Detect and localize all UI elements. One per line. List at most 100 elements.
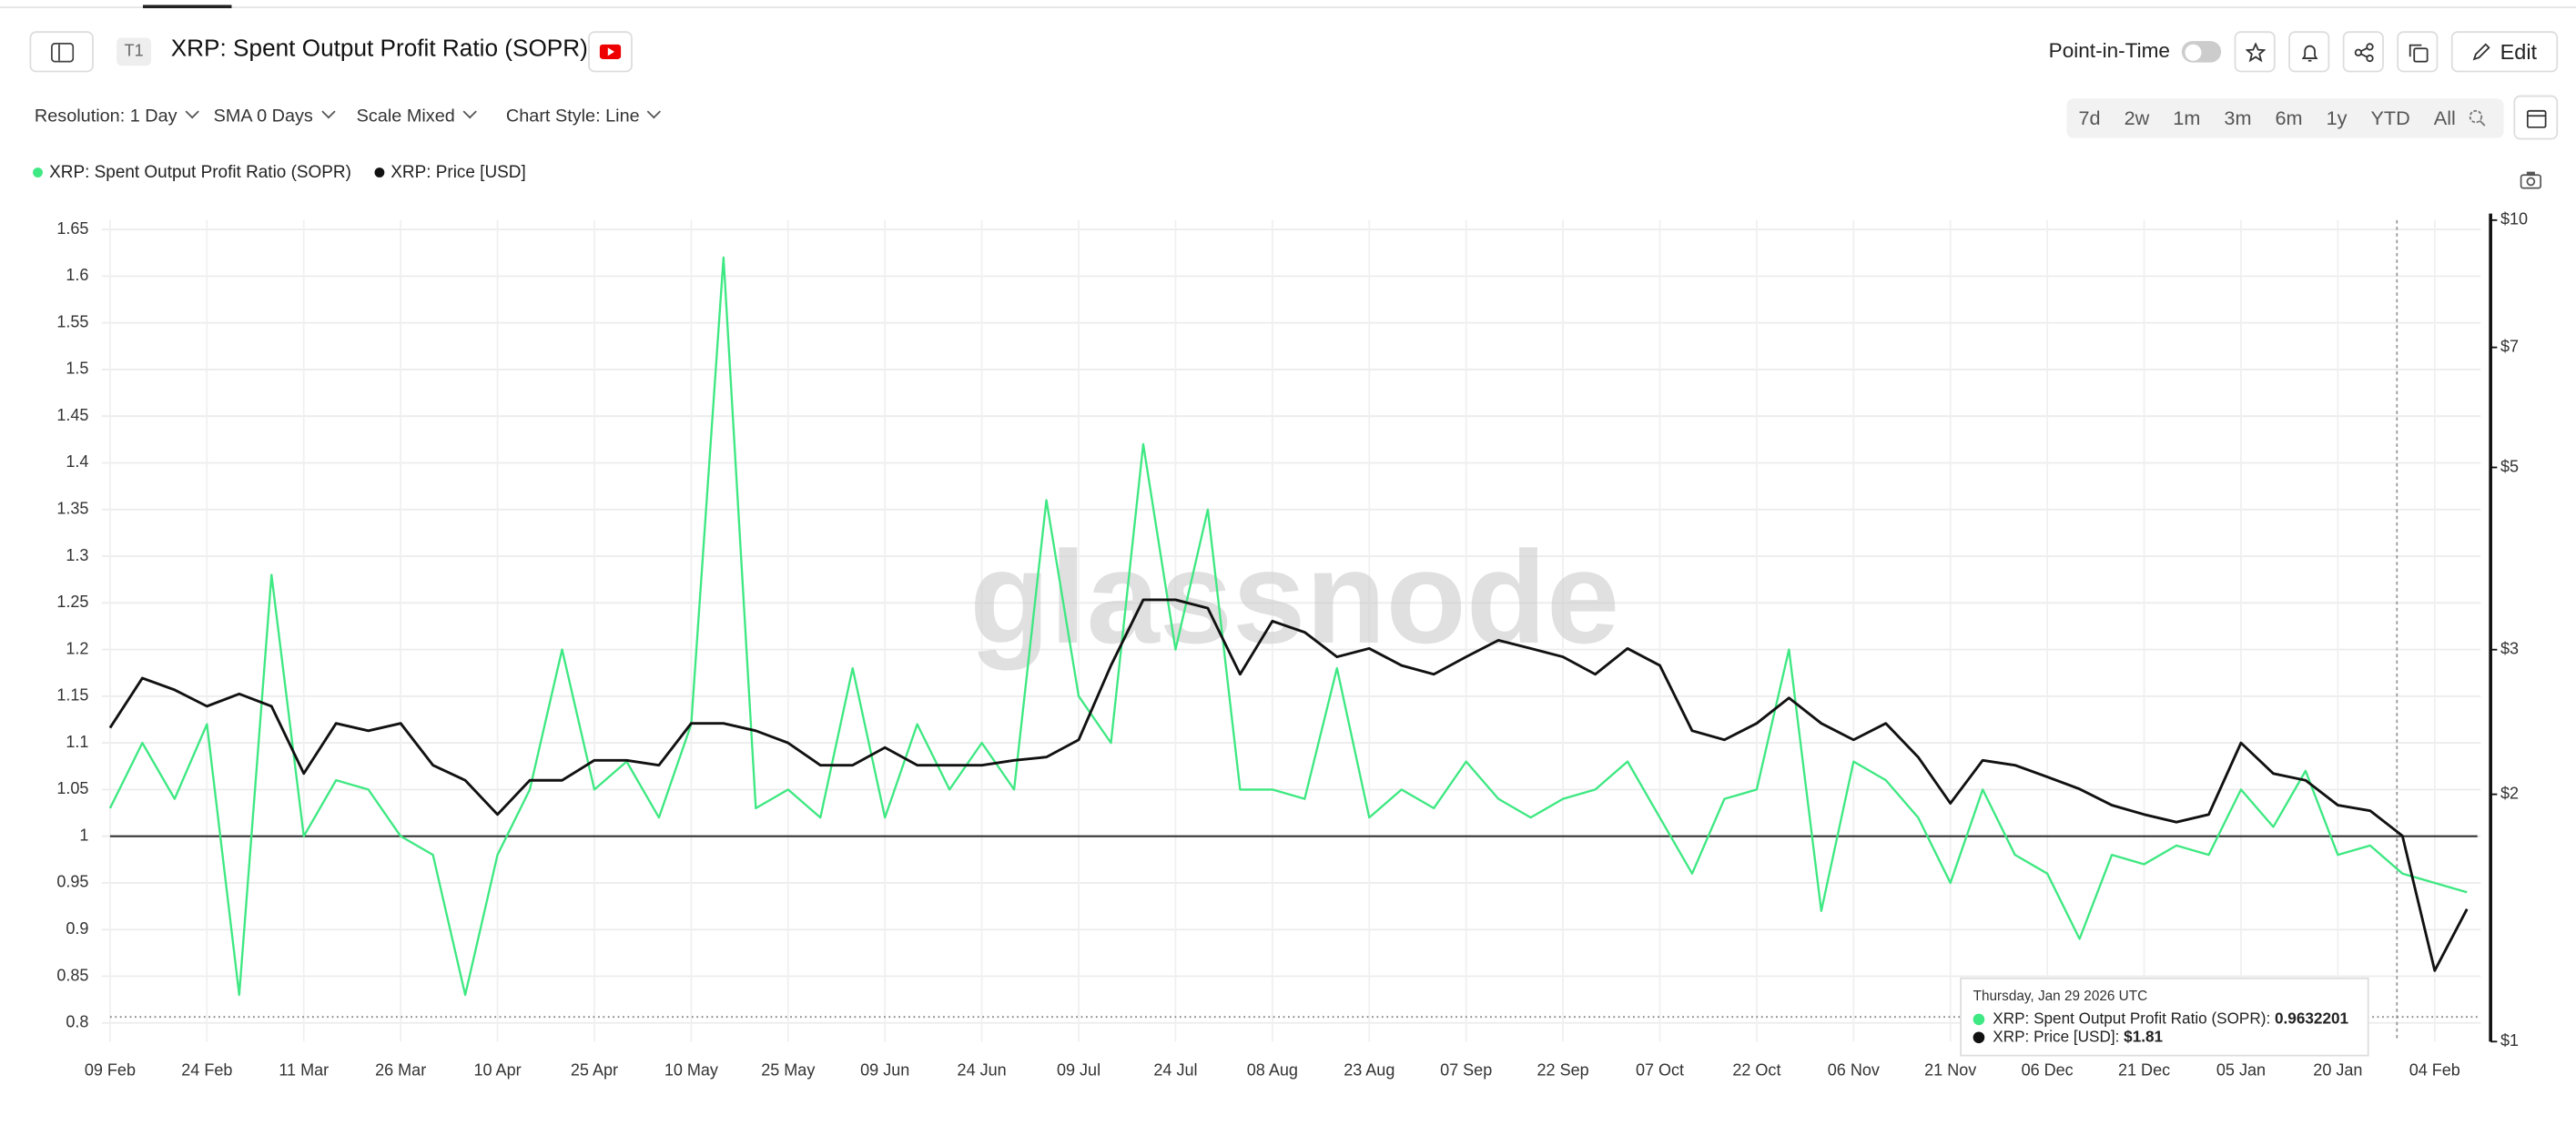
tooltip-date: Thursday, Jan 29 2026 UTC (1973, 987, 2148, 1004)
legend: XRP: Spent Output Profit Ratio (SOPR) XRP… (33, 162, 526, 183)
range-button[interactable]: 7d (2078, 106, 2101, 130)
calendar-icon (2525, 109, 2546, 127)
tooltip-value: 0.9632201 (2275, 1009, 2349, 1029)
y-tick-label: 1.2 (66, 639, 88, 657)
range-selector: 7d 2w 1m 3m 6m 1y YTD All (2066, 98, 2504, 138)
copy-button[interactable] (2397, 31, 2439, 73)
y-tick-label: 1.5 (66, 360, 88, 378)
range-button[interactable]: All (2433, 106, 2456, 130)
x-tick-label: 09 Feb (85, 1061, 136, 1080)
y-tick-label: 1.6 (66, 266, 88, 284)
y-tick-label: 1.25 (56, 593, 88, 611)
series-line (108, 598, 2469, 972)
range-button[interactable]: 3m (2224, 106, 2252, 130)
alert-button[interactable] (2288, 31, 2330, 73)
tooltip-row: XRP: Price [USD]: $1.81 (1973, 1029, 2357, 1047)
scale-dropdown[interactable]: Scale Mixed (357, 106, 475, 127)
share-button[interactable] (2342, 31, 2384, 73)
x-tick-label: 26 Mar (375, 1061, 426, 1080)
y-tick-label: 1.1 (66, 733, 88, 751)
tooltip-row: XRP: Spent Output Profit Ratio (SOPR): 0… (1973, 1010, 2357, 1029)
star-icon (2245, 42, 2265, 62)
camera-icon[interactable] (2520, 171, 2542, 189)
tooltip-dot (1973, 1031, 1985, 1044)
y-tick-label: 1.05 (56, 779, 88, 797)
y-tick-label: 0.85 (56, 966, 88, 984)
watermark: glassnode (969, 523, 1619, 671)
badge: T1 (117, 37, 152, 66)
x-tick-label: 09 Jul (1057, 1061, 1100, 1080)
resolution-dropdown[interactable]: Resolution: 1 Day (35, 106, 197, 127)
range-button[interactable]: 6m (2275, 106, 2303, 130)
x-tick-label: 08 Aug (1247, 1061, 1298, 1080)
x-tick-label: 21 Dec (2118, 1061, 2170, 1080)
y-tick-label: 1.35 (56, 500, 88, 518)
x-tick-label: 24 Jun (958, 1061, 1007, 1080)
x-tick-label: 07 Oct (1636, 1061, 1684, 1080)
zoom-icon[interactable] (2466, 108, 2487, 128)
tooltip-label: XRP: Price [USD]: (1993, 1028, 2120, 1047)
x-tick-label: 05 Jan (2216, 1061, 2266, 1080)
tooltip-value: $1.81 (2124, 1028, 2164, 1047)
share-icon (2353, 42, 2373, 62)
calendar-button[interactable] (2513, 95, 2559, 140)
range-button[interactable]: YTD (2370, 106, 2410, 130)
point-in-time-toggle[interactable] (2181, 41, 2222, 63)
x-tick-label: 10 May (664, 1061, 718, 1080)
x-tick-label: 23 Aug (1344, 1061, 1394, 1080)
sidebar-icon (50, 42, 74, 62)
y2-tick-label: $5 (2500, 457, 2519, 475)
sma-dropdown[interactable]: SMA 0 Days (214, 106, 333, 127)
y2-tick-label: $1 (2500, 1031, 2519, 1050)
legend-dot (33, 167, 43, 178)
series-line (108, 256, 2468, 997)
range-button[interactable]: 2w (2124, 106, 2150, 130)
edit-icon (2472, 43, 2490, 61)
y-tick-label: 1.55 (56, 312, 88, 330)
y-tick-label: 0.95 (56, 873, 88, 891)
x-tick-label: 07 Sep (1440, 1061, 1492, 1080)
y-tick-label: 0.9 (66, 919, 88, 938)
y-tick-label: 1 (79, 826, 88, 844)
x-tick-label: 21 Nov (1924, 1061, 1976, 1080)
legend-item[interactable]: XRP: Spent Output Profit Ratio (SOPR) (33, 163, 351, 182)
edit-label: Edit (2500, 39, 2538, 65)
sidebar-toggle[interactable] (29, 31, 94, 73)
copy-icon (2408, 43, 2428, 62)
y2-tick-label: $7 (2500, 337, 2519, 355)
y2-tick-label: $2 (2500, 784, 2519, 802)
edit-button[interactable]: Edit (2450, 31, 2559, 73)
y-tick-label: 1.65 (56, 219, 88, 238)
x-tick-label: 22 Oct (1732, 1061, 1780, 1080)
y-tick-label: 1.15 (56, 686, 88, 705)
bell-icon (2300, 44, 2317, 61)
star-button[interactable] (2234, 31, 2276, 73)
grid (101, 219, 2481, 1042)
y2-tick-label: $3 (2500, 639, 2519, 657)
x-tick-label: 24 Feb (181, 1061, 232, 1080)
x-tick-label: 09 Jun (860, 1061, 909, 1080)
range-button[interactable]: 1y (2326, 106, 2348, 130)
y-tick-label: 1.4 (66, 452, 88, 471)
chart-style-dropdown[interactable]: Chart Style: Line (506, 106, 659, 127)
y2-tick-label: $10 (2500, 210, 2528, 228)
y-tick-label: 1.45 (56, 406, 88, 424)
point-in-time-label: Point-in-Time (2048, 39, 2170, 63)
youtube-button[interactable] (588, 31, 633, 73)
range-button[interactable]: 1m (2173, 106, 2201, 130)
x-tick-label: 25 May (761, 1061, 815, 1080)
x-tick-label: 22 Sep (1537, 1061, 1589, 1080)
x-tick-label: 06 Dec (2022, 1061, 2074, 1080)
legend-item[interactable]: XRP: Price [USD] (374, 162, 526, 183)
tooltip: Thursday, Jan 29 2026 UTC XRP: Spent Out… (1960, 977, 2369, 1057)
page-title: XRP: Spent Output Profit Ratio (SOPR) (170, 36, 588, 63)
x-tick-label: 06 Nov (1828, 1061, 1880, 1080)
legend-dot (374, 167, 385, 178)
y-tick-label: 1.3 (66, 546, 88, 564)
x-tick-label: 25 Apr (571, 1061, 618, 1080)
x-tick-label: 20 Jan (2313, 1061, 2362, 1080)
x-tick-label: 11 Mar (279, 1061, 329, 1080)
legend-label: XRP: Price [USD] (390, 162, 526, 183)
